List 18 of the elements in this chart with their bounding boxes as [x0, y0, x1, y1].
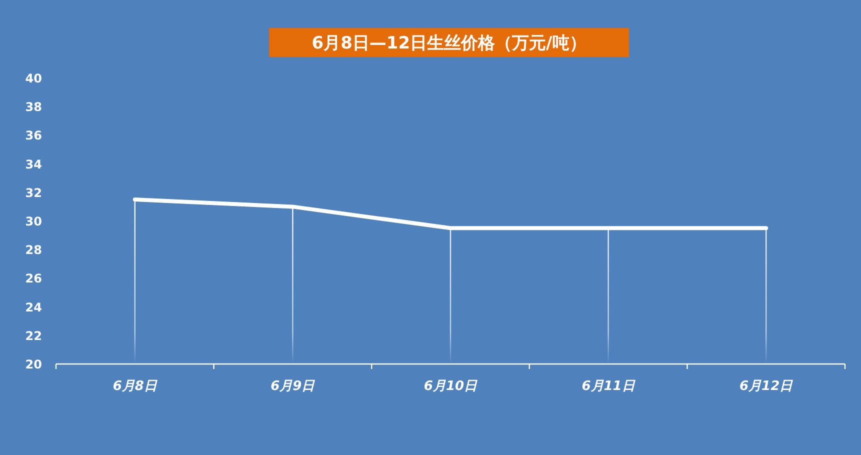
y-tick-label: 36 — [25, 128, 42, 143]
x-tick-label: 6月11日 — [582, 379, 636, 394]
y-tick-label: 28 — [25, 243, 42, 258]
y-tick-label: 26 — [25, 272, 42, 286]
y-tick-label: 24 — [25, 300, 42, 314]
y-tick-label: 30 — [25, 214, 42, 228]
y-tick-label: 40 — [25, 72, 42, 86]
x-tick-label: 6月9日 — [270, 379, 316, 394]
y-tick-label: 22 — [25, 328, 42, 343]
x-tick-label: 6月12日 — [740, 379, 794, 394]
y-tick-label: 32 — [25, 186, 42, 200]
x-tick-label: 6月10日 — [424, 379, 478, 394]
chart-title: 6月8日—12日生丝价格（万元/吨） — [312, 34, 586, 54]
y-tick-label: 34 — [25, 157, 42, 172]
y-tick-label: 20 — [25, 358, 42, 372]
y-tick-label: 38 — [25, 100, 42, 114]
title: 6月8日—12日生丝价格（万元/吨） — [269, 28, 629, 57]
x-tick-label: 6月8日 — [112, 379, 158, 394]
